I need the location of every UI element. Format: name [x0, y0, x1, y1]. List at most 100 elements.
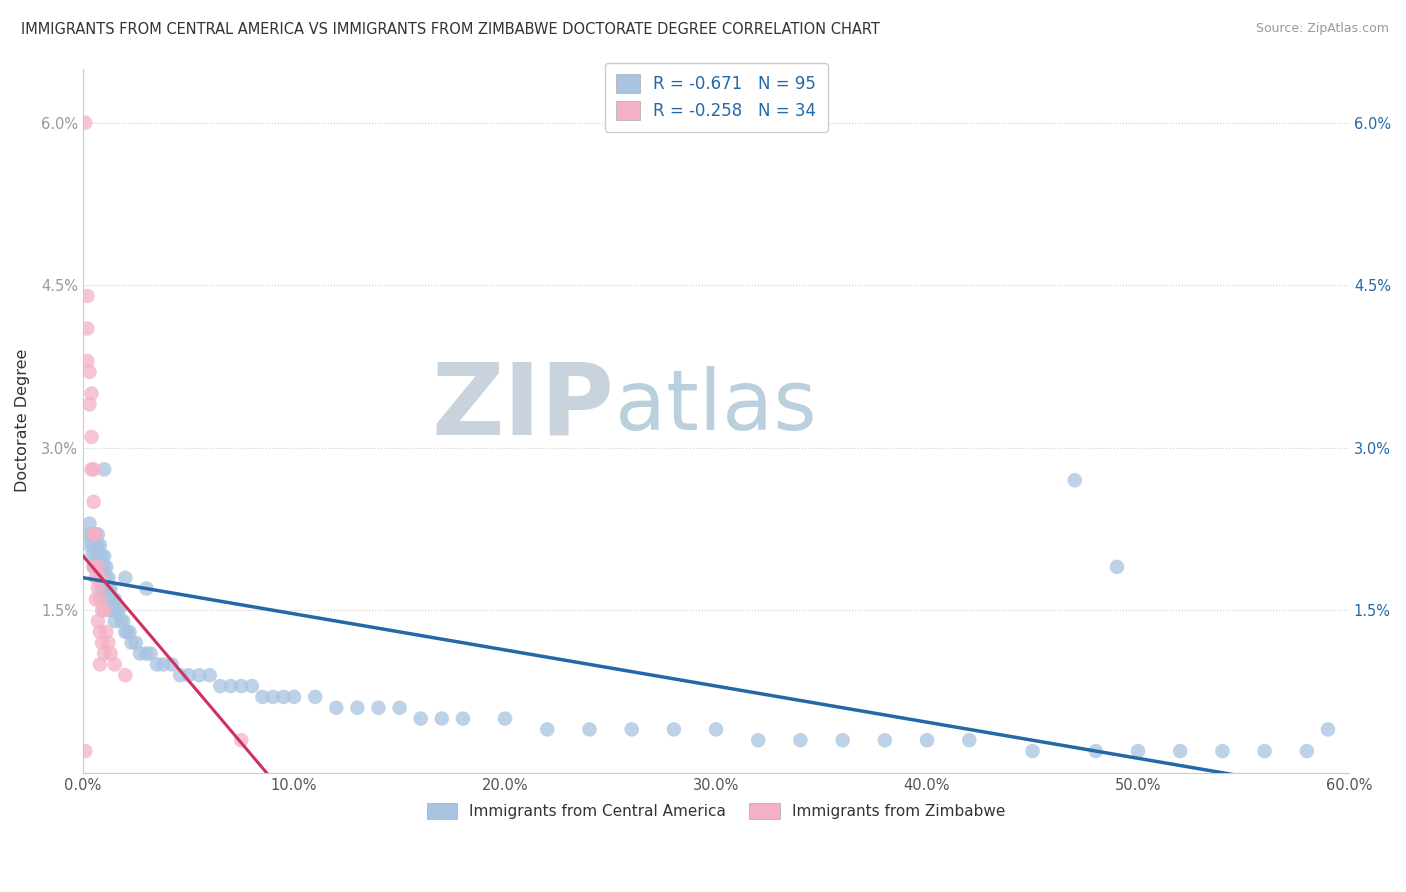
Point [1253, 744, 1275, 758]
Point [209, 679, 232, 693]
Text: IMMIGRANTS FROM CENTRAL AMERICA VS IMMIGRANTS FROM ZIMBABWE DOCTORATE DEGREE COR: IMMIGRANTS FROM CENTRAL AMERICA VS IMMIG… [21, 22, 880, 37]
Point [87, 582, 110, 596]
Point [96, 624, 118, 639]
Point [80, 462, 103, 476]
Point [1295, 744, 1317, 758]
Point [91, 560, 114, 574]
Point [79, 397, 101, 411]
Point [100, 647, 122, 661]
Point [231, 679, 253, 693]
Point [93, 549, 115, 563]
Point [388, 700, 411, 714]
Point [75, 116, 97, 130]
Point [252, 690, 274, 704]
Point [89, 657, 111, 672]
Point [1105, 560, 1128, 574]
Point [80, 527, 103, 541]
Point [112, 614, 135, 628]
Point [100, 592, 122, 607]
Point [1168, 744, 1191, 758]
Point [114, 624, 136, 639]
Text: ZIP: ZIP [432, 358, 614, 455]
Point [118, 624, 141, 639]
Point [1063, 473, 1085, 487]
Point [1021, 744, 1043, 758]
Point [325, 700, 347, 714]
Point [262, 690, 284, 704]
Point [101, 603, 124, 617]
Point [873, 733, 896, 747]
Point [1316, 723, 1339, 737]
Point [93, 462, 115, 476]
Point [80, 386, 103, 401]
Point [135, 582, 157, 596]
Point [169, 668, 191, 682]
Point [93, 560, 115, 574]
Point [1084, 744, 1107, 758]
Point [346, 700, 368, 714]
Point [84, 527, 107, 541]
Point [91, 582, 114, 596]
Point [240, 679, 263, 693]
Point [93, 582, 115, 596]
Legend: Immigrants from Central America, Immigrants from Zimbabwe: Immigrants from Central America, Immigra… [420, 797, 1011, 825]
Point [1126, 744, 1149, 758]
Point [97, 636, 120, 650]
Point [91, 603, 114, 617]
Point [283, 690, 305, 704]
Point [96, 592, 118, 607]
Point [80, 430, 103, 444]
Point [367, 700, 389, 714]
Point [177, 668, 200, 682]
Point [100, 603, 122, 617]
Point [662, 723, 685, 737]
Point [76, 527, 98, 541]
Point [139, 647, 162, 661]
Point [83, 538, 105, 552]
Point [789, 733, 811, 747]
Point [494, 712, 516, 726]
Point [93, 647, 115, 661]
Point [125, 636, 148, 650]
Point [100, 582, 122, 596]
Point [104, 603, 127, 617]
Point [87, 538, 110, 552]
Point [409, 712, 432, 726]
Point [304, 690, 326, 704]
Text: Source: ZipAtlas.com: Source: ZipAtlas.com [1256, 22, 1389, 36]
Point [915, 733, 938, 747]
Point [89, 571, 111, 585]
Point [578, 723, 600, 737]
Point [96, 560, 118, 574]
Point [620, 723, 643, 737]
Point [146, 657, 169, 672]
Point [117, 624, 139, 639]
Point [129, 647, 152, 661]
Point [219, 679, 242, 693]
Point [87, 527, 110, 541]
Point [89, 624, 111, 639]
Point [231, 733, 253, 747]
Point [114, 571, 136, 585]
Point [79, 365, 101, 379]
Text: atlas: atlas [614, 366, 817, 447]
Point [104, 657, 127, 672]
Point [831, 733, 853, 747]
Point [747, 733, 769, 747]
Point [89, 571, 111, 585]
Point [76, 321, 98, 335]
Point [97, 582, 120, 596]
Point [79, 538, 101, 552]
Point [135, 647, 157, 661]
Point [84, 549, 107, 563]
Point [83, 495, 105, 509]
Point [188, 668, 211, 682]
Point [87, 614, 110, 628]
Point [114, 668, 136, 682]
Point [108, 603, 131, 617]
Point [430, 712, 453, 726]
Point [84, 592, 107, 607]
Point [121, 636, 143, 650]
Point [110, 614, 132, 628]
Point [83, 560, 105, 574]
